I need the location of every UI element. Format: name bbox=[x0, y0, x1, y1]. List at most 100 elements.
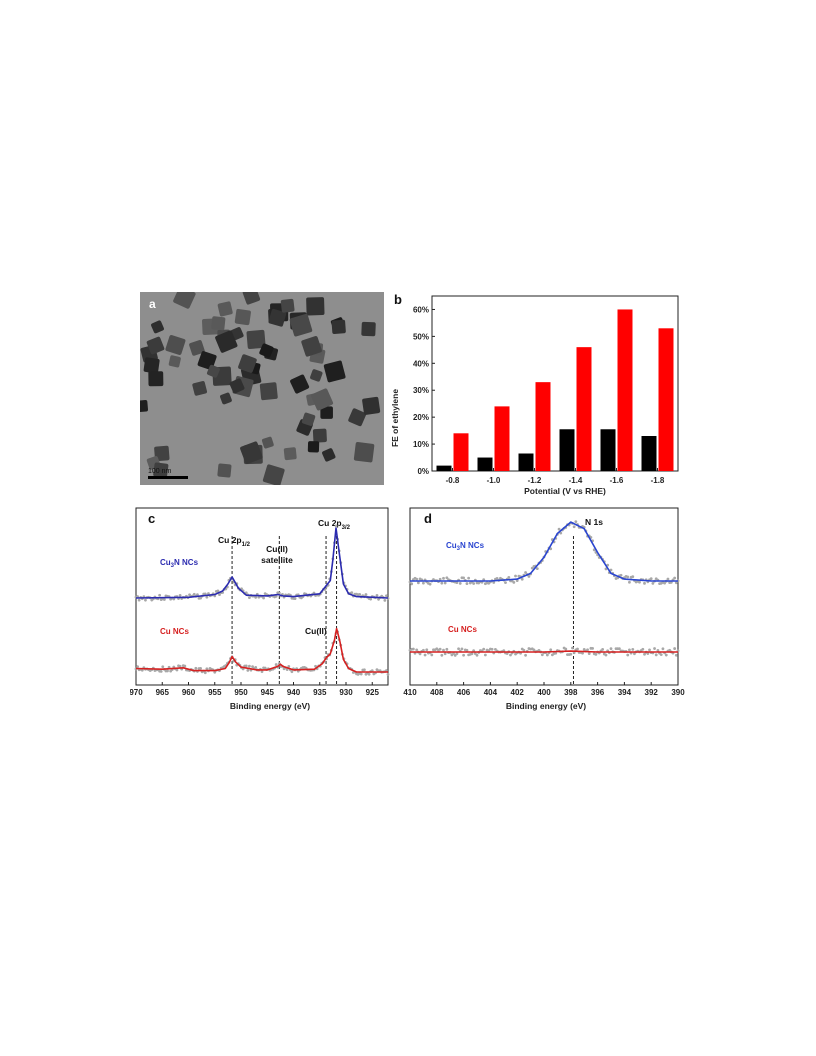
data-point bbox=[458, 581, 462, 585]
data-point bbox=[140, 668, 144, 672]
data-point bbox=[166, 669, 169, 673]
data-point bbox=[492, 581, 496, 584]
data-point bbox=[581, 651, 584, 655]
data-point bbox=[646, 652, 650, 655]
data-point bbox=[159, 669, 163, 673]
x-tick-label: -1.4 bbox=[569, 476, 583, 485]
y-tick-label: 10% bbox=[413, 440, 429, 449]
data-point bbox=[457, 647, 460, 651]
data-point bbox=[334, 524, 338, 528]
data-point bbox=[205, 595, 209, 599]
series-label-cu: Cu NCs bbox=[160, 627, 189, 636]
bar-black bbox=[600, 429, 616, 471]
data-point bbox=[440, 653, 444, 657]
y-tick-label: 40% bbox=[413, 359, 429, 368]
nanocube bbox=[307, 441, 320, 453]
nanocube bbox=[242, 292, 261, 305]
data-point bbox=[207, 592, 210, 595]
fit-line bbox=[135, 527, 389, 599]
bar-red bbox=[576, 347, 592, 471]
fe-bar-chart: b FE of ethylene Potential (V vs RHE) 0%… bbox=[390, 292, 679, 496]
data-point bbox=[617, 647, 621, 651]
bar-black bbox=[436, 465, 452, 471]
data-point bbox=[512, 580, 516, 584]
x-tick-label: 400 bbox=[537, 688, 551, 697]
data-point bbox=[161, 665, 165, 669]
data-point bbox=[483, 653, 487, 657]
x-tick-label: -0.8 bbox=[446, 476, 460, 485]
data-point bbox=[626, 575, 630, 579]
data-point bbox=[251, 665, 254, 669]
data-point bbox=[649, 577, 653, 581]
nanocube bbox=[168, 355, 181, 368]
nanocube bbox=[320, 406, 333, 419]
data-point bbox=[557, 527, 561, 531]
data-point bbox=[175, 668, 179, 672]
x-tick-label: -1.8 bbox=[651, 476, 665, 485]
x-tick-label: 392 bbox=[645, 688, 659, 697]
x-tick-label: 408 bbox=[430, 688, 444, 697]
nanocube bbox=[173, 292, 196, 309]
data-point bbox=[369, 597, 373, 601]
data-point bbox=[470, 652, 474, 656]
data-point bbox=[246, 668, 250, 672]
annotation-cu-ii: Cu(II) bbox=[305, 626, 327, 636]
data-point bbox=[410, 582, 414, 586]
data-point bbox=[490, 647, 494, 651]
data-point bbox=[545, 653, 549, 657]
nanocube bbox=[259, 382, 278, 401]
data-point bbox=[628, 580, 631, 584]
data-point bbox=[262, 596, 265, 600]
x-axis-label: Potential (V vs RHE) bbox=[524, 486, 606, 496]
plot-frame bbox=[431, 295, 679, 472]
data-point bbox=[162, 598, 166, 601]
data-point bbox=[194, 666, 198, 670]
data-point bbox=[663, 581, 666, 585]
series-label-cu3n: Cu3N NCs bbox=[160, 558, 199, 569]
nanocube bbox=[154, 445, 170, 462]
data-point bbox=[455, 581, 459, 585]
data-point bbox=[604, 653, 608, 657]
x-tick-label: 404 bbox=[484, 688, 498, 697]
nanocube bbox=[331, 319, 346, 334]
data-point bbox=[673, 576, 677, 580]
data-point bbox=[674, 653, 678, 657]
data-point bbox=[514, 574, 517, 578]
nanocube bbox=[146, 336, 165, 355]
nanocube bbox=[289, 313, 313, 337]
nanocube bbox=[246, 329, 266, 350]
data-point bbox=[569, 652, 573, 656]
annotation-n1s: N 1s bbox=[585, 517, 603, 527]
x-tick-label: 960 bbox=[182, 688, 196, 697]
data-point bbox=[445, 647, 449, 651]
data-point bbox=[362, 668, 366, 672]
nanocube bbox=[240, 441, 263, 464]
nanocube bbox=[206, 364, 220, 378]
nanocube bbox=[312, 428, 327, 443]
data-point bbox=[359, 672, 363, 676]
data-point bbox=[656, 648, 660, 652]
data-point bbox=[438, 577, 442, 581]
bar-red bbox=[453, 433, 469, 471]
data-point bbox=[415, 577, 419, 581]
nanocube bbox=[148, 371, 164, 387]
bar-red bbox=[494, 406, 510, 471]
x-axis-label: Binding energy (eV) bbox=[230, 701, 310, 711]
data-point bbox=[465, 648, 469, 652]
nanocube bbox=[362, 396, 381, 415]
data-point bbox=[244, 664, 248, 668]
data-point bbox=[549, 648, 553, 652]
nanocube bbox=[268, 308, 287, 327]
data-point bbox=[213, 670, 217, 674]
y-tick-label: 20% bbox=[413, 413, 429, 422]
x-tick-label: 930 bbox=[339, 688, 353, 697]
data-point bbox=[158, 593, 162, 597]
data-point bbox=[574, 520, 578, 524]
series-label-cu3n: Cu3N NCs bbox=[446, 541, 485, 552]
nanocube bbox=[217, 301, 233, 317]
nanocube bbox=[310, 369, 323, 382]
data-point bbox=[178, 594, 182, 597]
data-point bbox=[571, 646, 574, 650]
x-tick-label: 390 bbox=[671, 688, 685, 697]
data-point bbox=[631, 648, 635, 651]
